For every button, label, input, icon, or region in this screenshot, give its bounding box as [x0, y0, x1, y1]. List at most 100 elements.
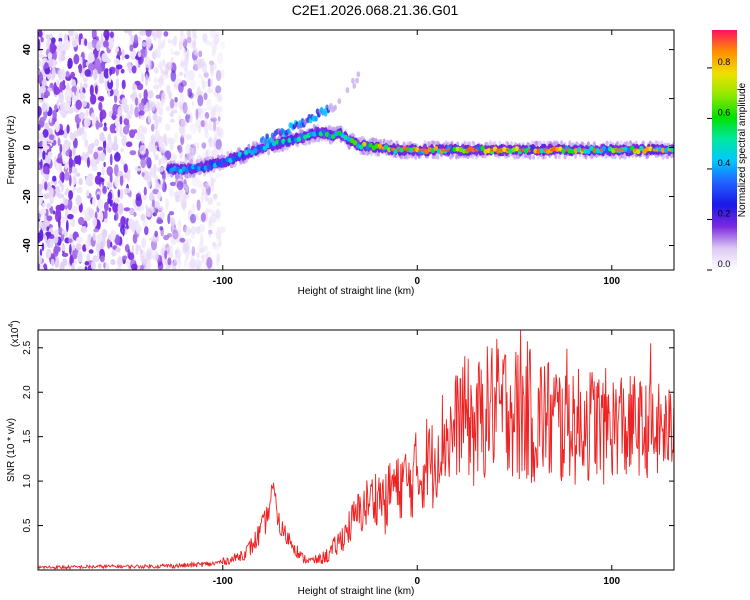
- noise-blob: [84, 266, 88, 270]
- noise-blob: [216, 226, 221, 232]
- noise-blob: [152, 113, 158, 121]
- noise-blob: [215, 172, 222, 179]
- noise-blob: [41, 102, 48, 112]
- noise-blob: [99, 109, 107, 120]
- noise-blob: [131, 263, 138, 270]
- noise-blob: [191, 203, 196, 214]
- noise-blob: [192, 30, 197, 37]
- noise-blob: [58, 162, 62, 173]
- snr-line: [38, 330, 674, 570]
- noise-blob: [45, 34, 50, 40]
- secondary-track-blob: [356, 71, 361, 78]
- noise-blob: [206, 98, 212, 111]
- noise-blob: [41, 31, 46, 36]
- noise-blob: [204, 208, 212, 213]
- noise-blob: [218, 106, 223, 113]
- track-core: [645, 146, 650, 152]
- noise-blob: [57, 137, 61, 147]
- noise-blob: [139, 249, 144, 255]
- noise-blob: [147, 90, 154, 99]
- noise-blob: [161, 70, 166, 76]
- snr-ytick-label: 1.0: [22, 474, 33, 488]
- noise-blob: [99, 255, 105, 263]
- snr-ytick-label: 2.5: [22, 340, 33, 354]
- noise-blob: [77, 250, 83, 263]
- noise-blob: [157, 205, 164, 212]
- noise-blob: [85, 109, 89, 118]
- noise-blob: [47, 181, 51, 191]
- noise-blob: [208, 216, 212, 227]
- noise-blob: [216, 126, 223, 136]
- track-core: [636, 149, 641, 155]
- secondary-track-blob: [314, 115, 318, 122]
- noise-blob: [191, 176, 198, 187]
- noise-blob: [204, 121, 209, 134]
- noise-blob: [107, 91, 111, 98]
- track-core: [259, 145, 264, 151]
- noise-blob: [161, 59, 166, 67]
- track-core: [206, 164, 211, 170]
- noise-blob: [45, 231, 52, 237]
- noise-blob: [129, 104, 134, 115]
- noise-blob: [77, 266, 84, 270]
- track-core: [253, 148, 258, 154]
- snr-scale-base: (x10: [10, 327, 21, 347]
- noise-blob: [44, 242, 48, 249]
- noise-blob: [76, 186, 83, 194]
- noise-blob: [202, 81, 208, 88]
- noise-blob: [185, 185, 189, 193]
- noise-blob: [68, 157, 73, 168]
- noise-blob: [113, 58, 120, 65]
- secondary-track-blob: [345, 87, 350, 94]
- noise-blob: [200, 254, 207, 259]
- spectrogram-xlabel: Height of straight line (km): [298, 286, 415, 297]
- track-core: [365, 145, 370, 151]
- secondary-track-blob: [355, 77, 359, 84]
- noise-blob: [211, 148, 218, 158]
- noise-blob: [103, 209, 108, 219]
- track-core: [383, 144, 389, 150]
- snr-frame: [37, 329, 675, 571]
- noise-blob: [38, 89, 41, 100]
- noise-blob: [166, 84, 171, 94]
- track-core: [433, 145, 439, 151]
- noise-blob: [153, 250, 159, 262]
- noise-blob: [91, 162, 97, 168]
- noise-blob: [120, 215, 126, 227]
- noise-blob: [102, 40, 109, 48]
- noise-blob: [81, 125, 85, 135]
- noise-blob: [103, 262, 106, 269]
- noise-blob: [178, 71, 184, 77]
- noise-blob: [115, 77, 120, 90]
- noise-blob: [112, 201, 119, 213]
- noise-blob: [71, 206, 78, 214]
- noise-blob: [39, 266, 45, 270]
- noise-blob: [116, 64, 123, 70]
- noise-blob: [38, 199, 42, 206]
- noise-blob: [186, 30, 191, 38]
- noise-blob: [58, 92, 64, 104]
- noise-blob: [81, 100, 87, 108]
- noise-blob: [155, 94, 161, 99]
- secondary-track-blob: [337, 98, 342, 105]
- noise-blob: [120, 147, 124, 153]
- noise-blob: [53, 86, 60, 96]
- track-halo: [188, 173, 192, 179]
- noise-blob: [158, 106, 164, 116]
- noise-blob: [38, 229, 44, 242]
- noise-blob: [69, 244, 72, 255]
- noise-blob: [146, 101, 151, 112]
- noise-blob: [61, 216, 66, 224]
- noise-blob: [141, 237, 147, 249]
- noise-blob: [51, 67, 56, 79]
- noise-blob: [47, 249, 52, 258]
- noise-blob: [49, 114, 52, 123]
- track-core: [327, 134, 333, 140]
- noise-blob: [216, 126, 220, 134]
- noise-blob: [119, 123, 122, 136]
- noise-blob: [188, 208, 192, 216]
- noise-blob: [58, 32, 63, 38]
- noise-blob: [184, 226, 191, 237]
- noise-blob: [159, 226, 164, 231]
